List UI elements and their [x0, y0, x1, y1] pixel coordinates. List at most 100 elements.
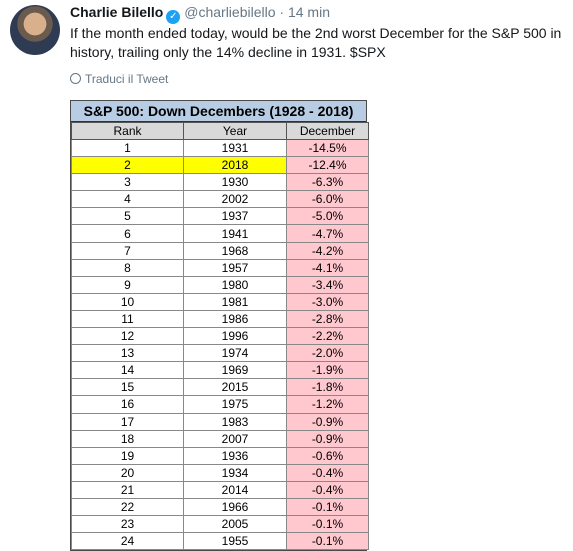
cell-year: 1996	[183, 327, 287, 346]
cell-rank: 14	[71, 361, 184, 380]
cell-rank: 9	[71, 275, 184, 294]
cell-year: 2007	[183, 429, 287, 448]
tweet-header: Charlie Bilello ✓ @charliebilello · 14 mi…	[70, 3, 330, 24]
table-row: 10 1981 -3.0%	[71, 292, 369, 311]
verified-badge-icon: ✓	[166, 10, 181, 24]
author-name[interactable]: Charlie Bilello	[70, 4, 164, 20]
cell-rank: 24	[71, 532, 184, 551]
header-year: Year	[183, 122, 287, 140]
table-row: 1 1931 -14.5%	[71, 138, 369, 158]
cell-december: -2.0%	[286, 344, 369, 363]
cell-december: -0.6%	[286, 446, 369, 465]
cell-rank: 21	[71, 480, 184, 499]
cell-rank: 3	[71, 173, 184, 192]
cell-rank: 15	[71, 378, 184, 397]
cell-december: -6.0%	[286, 190, 369, 209]
cell-year: 1936	[183, 446, 287, 465]
cell-rank: 4	[71, 190, 184, 209]
table-row: 22 1966 -0.1%	[71, 497, 369, 517]
cell-rank: 13	[71, 344, 184, 363]
cell-december: -3.0%	[286, 292, 369, 311]
table-row: 24 1955 -0.1%	[71, 532, 369, 551]
cell-december: -5.0%	[286, 207, 369, 226]
table-row: 11 1986 -2.8%	[71, 309, 369, 329]
cell-year: 1941	[183, 224, 287, 243]
cell-year: 2005	[183, 515, 287, 534]
cell-rank: 8	[71, 258, 184, 277]
cell-year: 1980	[183, 275, 287, 294]
table-row: 5 1937 -5.0%	[71, 207, 369, 226]
cell-year: 2015	[183, 378, 287, 397]
cell-rank: 17	[71, 412, 184, 431]
cell-year: 1986	[183, 309, 287, 329]
cell-rank: 12	[71, 327, 184, 346]
table-row: 20 1934 -0.4%	[71, 463, 369, 482]
table-row: 9 1980 -3.4%	[71, 275, 369, 294]
cell-rank: 6	[71, 224, 184, 243]
cell-rank: 5	[71, 207, 184, 226]
cell-year: 1968	[183, 241, 287, 260]
separator-dot: ·	[279, 4, 285, 20]
cell-rank: 10	[71, 292, 184, 311]
header-rank: Rank	[71, 122, 184, 140]
author-handle[interactable]: @charliebilello	[184, 4, 276, 20]
cell-rank: 22	[71, 497, 184, 517]
cell-rank: 18	[71, 429, 184, 448]
cell-rank: 7	[71, 241, 184, 260]
header-december: December	[286, 122, 369, 140]
cell-year: 1937	[183, 207, 287, 226]
cell-december: -4.2%	[286, 241, 369, 260]
cell-december: -1.2%	[286, 395, 369, 414]
cell-december: -0.1%	[286, 515, 369, 534]
table-row: 17 1983 -0.9%	[71, 412, 369, 431]
cell-year: 1983	[183, 412, 287, 431]
tweet-image-table[interactable]: S&P 500: Down Decembers (1928 - 2018) Ra…	[70, 100, 369, 551]
avatar[interactable]	[10, 5, 60, 55]
cell-year: 1931	[183, 138, 287, 158]
cell-year: 1974	[183, 344, 287, 363]
cell-rank: 1	[71, 138, 184, 158]
cell-december: -4.1%	[286, 258, 369, 277]
cell-year: 2002	[183, 190, 287, 209]
table-row: 15 2015 -1.8%	[71, 378, 369, 397]
down-decembers-table: Rank Year December 1 1931 -14.5% 2 2018 -12.4…	[71, 122, 369, 551]
cell-year: 1966	[183, 497, 287, 517]
tweet-timestamp[interactable]: 14 min	[287, 4, 330, 20]
table-row: 19 1936 -0.6%	[71, 446, 369, 465]
cell-december: -0.9%	[286, 412, 369, 431]
cell-december: -1.9%	[286, 361, 369, 380]
cell-december: -2.8%	[286, 309, 369, 329]
table-row: 14 1969 -1.9%	[71, 361, 369, 380]
cell-rank: 19	[71, 446, 184, 465]
table-row: 12 1996 -2.2%	[71, 327, 369, 346]
cell-year: 1975	[183, 395, 287, 414]
cell-december: -2.2%	[286, 327, 369, 346]
cell-year: 1930	[183, 173, 287, 192]
cell-rank: 11	[71, 309, 184, 329]
cell-december: -0.1%	[286, 532, 369, 551]
globe-icon	[70, 73, 81, 84]
cell-december: -0.1%	[286, 497, 369, 517]
cell-december: -0.4%	[286, 463, 369, 482]
table-row: 6 1941 -4.7%	[71, 224, 369, 243]
translate-label: Traduci il Tweet	[85, 72, 169, 86]
cell-year: 1981	[183, 292, 287, 311]
cell-december: -0.9%	[286, 429, 369, 448]
table-row: 3 1930 -6.3%	[71, 173, 369, 192]
cell-december: -3.4%	[286, 275, 369, 294]
table-row: 13 1974 -2.0%	[71, 344, 369, 363]
cell-year: 1955	[183, 532, 287, 551]
cell-december: -6.3%	[286, 173, 369, 192]
tweet-text: If the month ended today, would be the 2…	[70, 25, 562, 60]
table-row: 7 1968 -4.2%	[71, 241, 369, 260]
table-body: 1 1931 -14.5% 2 2018 -12.4% 3 1930 -6.3% 4 2002 -6.…	[71, 138, 369, 551]
cell-december: -12.4%	[286, 156, 369, 175]
cell-year: 1969	[183, 361, 287, 380]
table-row: 2 2018 -12.4%	[71, 156, 369, 175]
translate-tweet-link[interactable]: Traduci il Tweet	[70, 72, 168, 86]
cell-december: -14.5%	[286, 138, 369, 158]
table-row: 16 1975 -1.2%	[71, 395, 369, 414]
table-row: 8 1957 -4.1%	[71, 258, 369, 277]
table-row: 23 2005 -0.1%	[71, 515, 369, 534]
table-title: S&P 500: Down Decembers (1928 - 2018)	[71, 101, 366, 122]
